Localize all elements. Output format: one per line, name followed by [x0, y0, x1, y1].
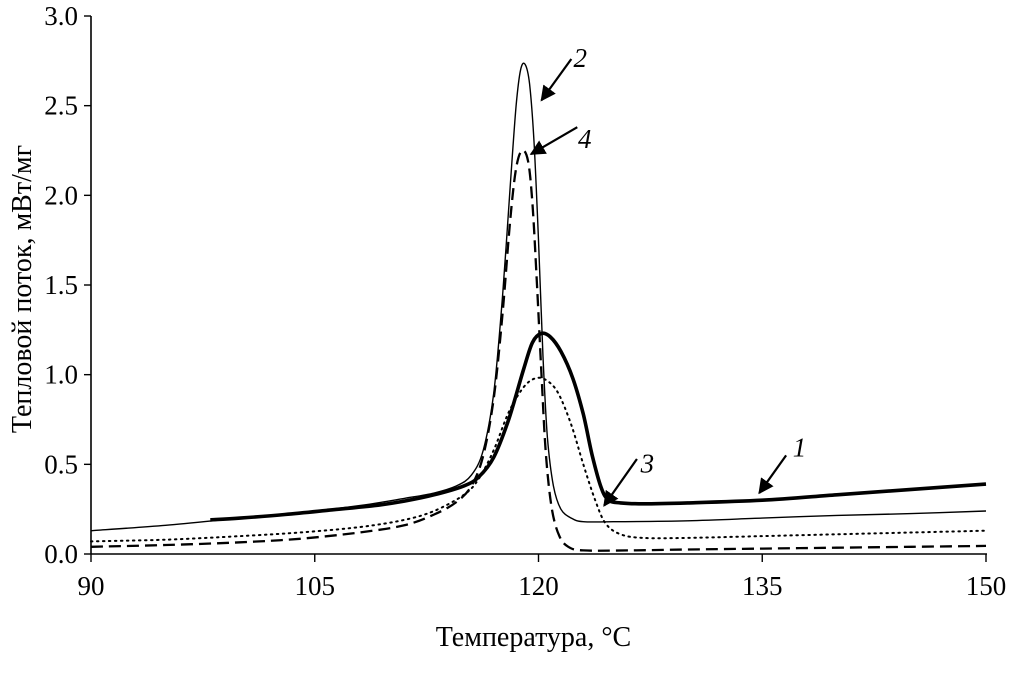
annotation-arrow-3: [603, 458, 638, 507]
series-line-2: [90, 62, 987, 532]
x-tick-label: 90: [78, 571, 105, 601]
x-tick-label: 135: [742, 571, 783, 601]
annotations: 1 2 3 4: [529, 43, 807, 507]
y-tick-label: 2.0: [44, 180, 78, 210]
series-line-1: [210, 331, 987, 522]
series-layer: [90, 62, 987, 552]
y-tick-label: 1.0: [44, 360, 78, 390]
x-axis-title: Температура, °C: [436, 622, 631, 653]
y-tick-label: 1.5: [44, 270, 78, 300]
curve-label-2: 2: [574, 43, 588, 73]
y-axis-title: Тепловой поток, мВт/мг: [7, 145, 38, 433]
curve-label-1: 1: [793, 432, 807, 462]
axes: 90 105 120 135 150 0.0 0.5 1.0 1.5 2.0 2.5 3.0: [44, 1, 1006, 601]
curve-label-3: 3: [640, 449, 655, 479]
x-tick-label: 120: [518, 571, 559, 601]
y-tick-label: 0.0: [44, 539, 78, 569]
annotation-arrow-1: [758, 454, 788, 495]
series-line-3: [90, 376, 987, 543]
x-tick-label: 150: [966, 571, 1007, 601]
y-tick-label: 3.0: [44, 1, 78, 31]
annotation-arrow-2: [540, 58, 573, 102]
annotation-arrow-4: [529, 126, 578, 156]
curve-label-4: 4: [578, 124, 592, 154]
y-tick-label: 2.5: [44, 91, 78, 121]
y-tick-label: 0.5: [44, 449, 78, 479]
x-tick-label: 105: [295, 571, 336, 601]
series-line-4: [90, 149, 987, 552]
